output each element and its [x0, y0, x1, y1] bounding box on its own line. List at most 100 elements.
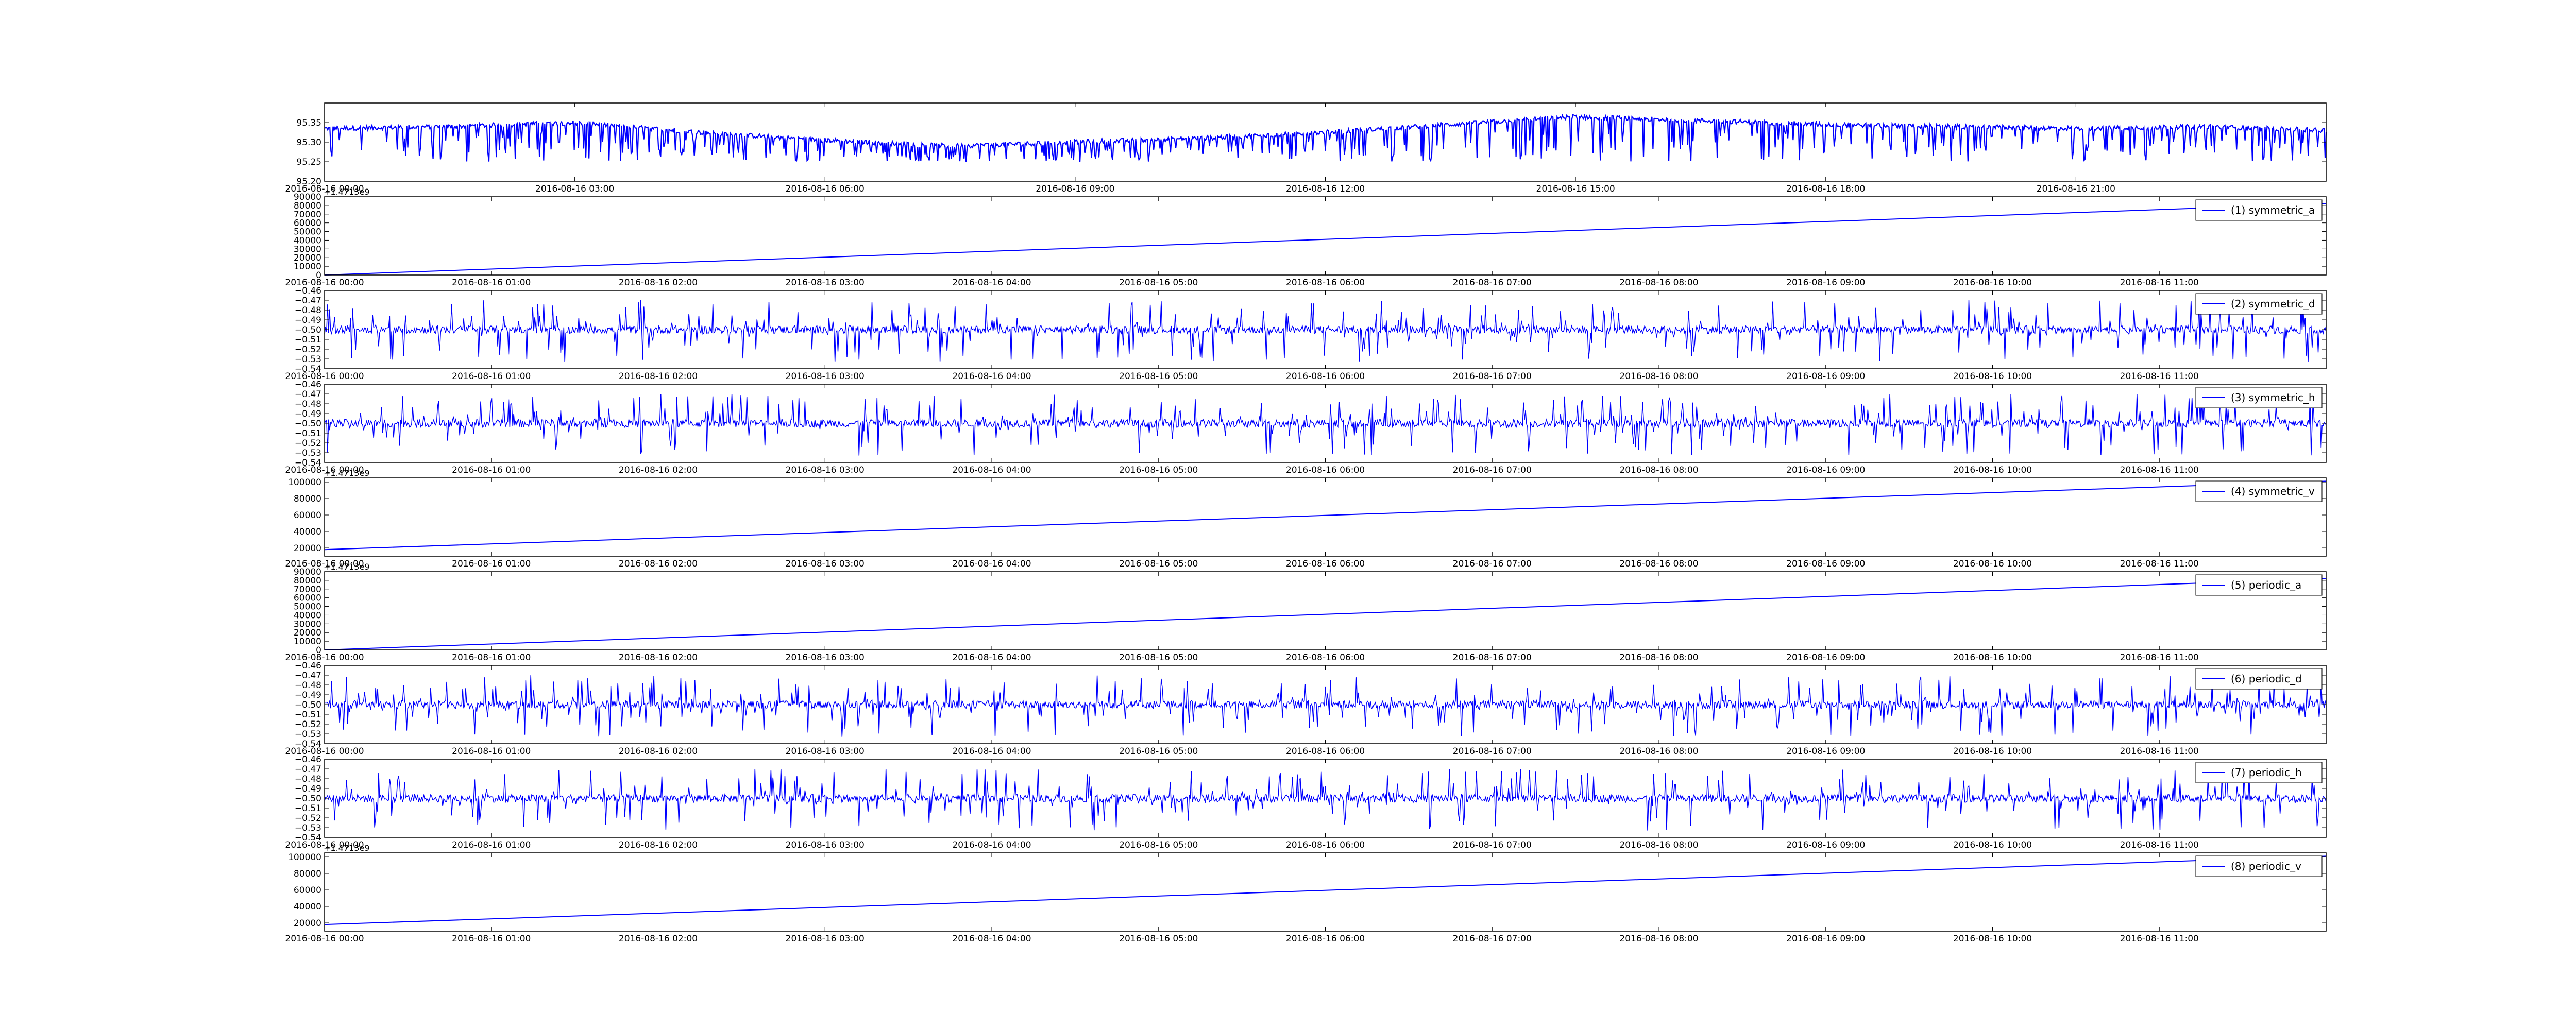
series-line-p8	[324, 855, 2327, 925]
axes-frame	[324, 196, 2327, 276]
x-tick-label: 2016-08-16 10:00	[1953, 465, 2032, 475]
x-tick-label: 2016-08-16 10:00	[1953, 746, 2032, 757]
axes-frame	[324, 571, 2327, 650]
x-tick-label: 2016-08-16 03:00	[786, 278, 865, 288]
x-tick-label: 2016-08-16 00:00	[285, 465, 364, 475]
x-tick-label: 2016-08-16 07:00	[1453, 559, 1532, 569]
x-tick-label: 2016-08-16 02:00	[619, 840, 698, 850]
y-tick-label: 20000	[294, 918, 321, 929]
subplot-p8: 20000 40000 60000 80000 100000 2016-08-16 00:…	[285, 843, 2327, 944]
y-offset-label: +1.4713e9	[324, 468, 369, 478]
y-tick-label: −0.48	[295, 305, 321, 316]
x-tick-label: 2016-08-16 02:00	[619, 559, 698, 569]
series-line-p1	[324, 203, 2327, 276]
x-tick-label: 2016-08-16 03:00	[786, 559, 865, 569]
x-tick-label: 2016-08-16 04:00	[952, 653, 1031, 663]
x-tick-label: 2016-08-16 05:00	[1119, 278, 1198, 288]
x-tick-label: 2016-08-16 10:00	[1953, 278, 2032, 288]
x-tick-label: 2016-08-16 11:00	[2120, 465, 2199, 475]
subplot-p2: −0.54−0.53−0.52−0.51−0.50−0.49−0.48−0.47…	[285, 286, 2327, 382]
y-tick-label: 50000	[294, 227, 321, 237]
x-tick-label: 2016-08-16 06:00	[1286, 746, 1365, 757]
x-tick-label: 2016-08-16 03:00	[786, 746, 865, 757]
y-tick-label: 0	[316, 645, 321, 656]
axes-frame	[324, 759, 2327, 838]
x-tick-label: 2016-08-16 03:00	[786, 934, 865, 944]
y-tick-label: −0.53	[295, 448, 321, 458]
x-tick-label: 2016-08-16 07:00	[1453, 840, 1532, 850]
series-line-p2	[324, 300, 2327, 362]
x-tick-label: 2016-08-16 00:00	[285, 278, 364, 288]
x-tick-label: 2016-08-16 03:00	[786, 371, 865, 382]
x-tick-label: 2016-08-16 05:00	[1119, 653, 1198, 663]
x-tick-label: 2016-08-16 07:00	[1453, 278, 1532, 288]
y-tick-label: −0.50	[295, 700, 321, 710]
x-tick-label: 2016-08-16 05:00	[1119, 559, 1198, 569]
y-tick-label: 30000	[294, 244, 321, 254]
x-tick-label: 2016-08-16 03:00	[786, 840, 865, 850]
x-tick-label: 2016-08-16 08:00	[1619, 371, 1698, 382]
x-tick-label: 2016-08-16 08:00	[1619, 746, 1698, 757]
x-tick-label: 2016-08-16 00:00	[285, 746, 364, 757]
y-tick-label: 40000	[294, 610, 321, 621]
y-tick-label: 60000	[294, 593, 321, 604]
x-tick-label: 2016-08-16 08:00	[1619, 934, 1698, 944]
x-tick-label: 2016-08-16 11:00	[2120, 746, 2199, 757]
x-tick-label: 2016-08-16 11:00	[2120, 559, 2199, 569]
x-tick-label: 2016-08-16 01:00	[452, 371, 531, 382]
series-line-p6	[325, 675, 2327, 737]
y-tick-label: −0.52	[295, 719, 321, 730]
y-tick-label: −0.52	[295, 813, 321, 823]
legend-entry: (5) periodic_a	[2231, 579, 2301, 591]
x-tick-label: 2016-08-16 12:00	[1286, 184, 1365, 194]
y-tick-label: −0.48	[295, 774, 321, 784]
x-tick-label: 2016-08-16 10:00	[1953, 653, 2032, 663]
y-tick-label: −0.53	[295, 823, 321, 833]
legend: (5) periodic_a	[2195, 574, 2323, 596]
x-tick-label: 2016-08-16 09:00	[1786, 934, 1865, 944]
y-tick-label: 60000	[294, 510, 321, 521]
subplot-p7: −0.54−0.53−0.52−0.51−0.50−0.49−0.48−0.47…	[285, 754, 2327, 850]
y-tick-label: 20000	[294, 543, 321, 554]
subplot-p5: 0100002000030000400005000060000700008000…	[285, 562, 2327, 663]
y-tick-label: −0.54	[295, 364, 321, 374]
y-tick-label: −0.50	[295, 419, 321, 429]
x-tick-label: 2016-08-16 07:00	[1453, 653, 1532, 663]
y-tick-label: −0.49	[295, 409, 321, 419]
series-line-p3	[324, 394, 2327, 456]
x-tick-label: 2016-08-16 01:00	[452, 934, 531, 944]
x-tick-label: 2016-08-16 06:00	[1286, 278, 1365, 288]
x-tick-label: 2016-08-16 03:00	[535, 184, 614, 194]
series-line-p5	[324, 578, 2327, 650]
y-tick-label: −0.50	[295, 325, 321, 335]
x-tick-label: 2016-08-16 09:00	[1786, 371, 1865, 382]
y-tick-label: −0.52	[295, 438, 321, 449]
x-tick-label: 2016-08-16 09:00	[1786, 840, 1865, 850]
x-tick-label: 2016-08-16 05:00	[1119, 465, 1198, 475]
y-tick-label: 10000	[294, 262, 321, 272]
x-tick-label: 2016-08-16 06:00	[1286, 465, 1365, 475]
x-tick-label: 2016-08-16 11:00	[2120, 371, 2199, 382]
x-tick-label: 2016-08-16 00:00	[285, 371, 364, 382]
x-tick-label: 2016-08-16 09:00	[1786, 278, 1865, 288]
x-tick-label: 2016-08-16 09:00	[1786, 653, 1865, 663]
x-tick-label: 2016-08-16 00:00	[285, 840, 364, 850]
x-tick-label: 2016-08-16 07:00	[1453, 746, 1532, 757]
legend-entry: (6) periodic_d	[2231, 673, 2302, 685]
x-tick-label: 2016-08-16 15:00	[1536, 184, 1615, 194]
x-tick-label: 2016-08-16 01:00	[452, 840, 531, 850]
y-tick-label: −0.52	[295, 345, 321, 355]
y-tick-label: 40000	[294, 902, 321, 912]
x-tick-label: 2016-08-16 09:00	[1786, 465, 1865, 475]
legend-box	[2195, 199, 2323, 221]
x-tick-label: 2016-08-16 07:00	[1453, 934, 1532, 944]
y-tick-label: −0.46	[295, 286, 321, 296]
y-tick-label: −0.50	[295, 794, 321, 804]
x-tick-label: 2016-08-16 02:00	[619, 371, 698, 382]
y-tick-label: 100000	[288, 477, 321, 488]
x-tick-label: 2016-08-16 09:00	[1786, 559, 1865, 569]
subplot-p4: 20000 40000 60000 80000 100000 2016-08-16 00:…	[285, 468, 2327, 569]
legend-entry: (4) symmetric_v	[2231, 485, 2315, 497]
x-tick-label: 2016-08-16 01:00	[452, 653, 531, 663]
x-tick-label: 2016-08-16 08:00	[1619, 465, 1698, 475]
